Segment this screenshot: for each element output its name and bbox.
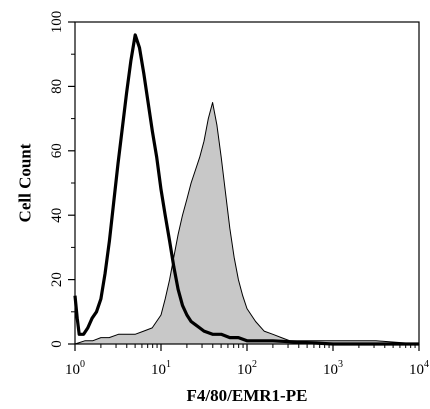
series-layer bbox=[73, 33, 420, 346]
series-0-outline bbox=[74, 102, 420, 345]
y-tick-label: 60 bbox=[49, 143, 65, 158]
plot-frame bbox=[74, 21, 420, 345]
x-tick-base: 10 bbox=[409, 362, 424, 378]
y-tick-label: 40 bbox=[49, 208, 65, 223]
x-tick-exponent: 4 bbox=[424, 359, 429, 370]
y-tick-label: 0 bbox=[49, 340, 65, 348]
x-tick-exponent: 3 bbox=[338, 359, 343, 370]
y-tick-label: 100 bbox=[49, 11, 65, 34]
x-tick-label: 102 bbox=[237, 359, 257, 378]
x-tick-exponent: 2 bbox=[252, 359, 257, 370]
axes-layer bbox=[74, 21, 420, 345]
x-axis-title: F4/80/EMR1-PE bbox=[187, 386, 308, 405]
y-axis-title: Cell Count bbox=[16, 143, 35, 222]
x-tick-label: 104 bbox=[409, 359, 429, 378]
x-tick-base: 10 bbox=[151, 362, 166, 378]
y-tick-label: 80 bbox=[49, 79, 65, 94]
x-tick-label: 101 bbox=[151, 359, 171, 378]
series-1-line bbox=[73, 33, 419, 346]
x-tick-label: 100 bbox=[65, 359, 85, 378]
x-tick-base: 10 bbox=[237, 362, 252, 378]
x-tick-base: 10 bbox=[65, 362, 80, 378]
x-tick-label: 103 bbox=[323, 359, 343, 378]
x-tick-exponent: 0 bbox=[80, 359, 85, 370]
y-tick-label: 20 bbox=[49, 272, 65, 287]
x-tick-base: 10 bbox=[323, 362, 338, 378]
x-tick-exponent: 1 bbox=[166, 359, 171, 370]
